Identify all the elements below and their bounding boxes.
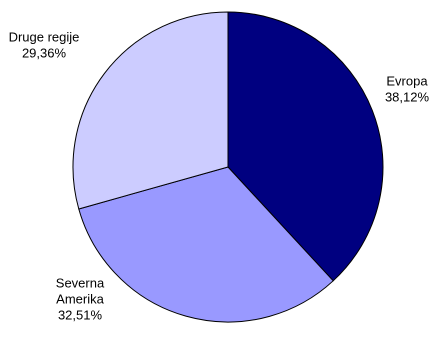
slice-value-label: 38,12% — [385, 89, 430, 104]
slice-name-label: Druge regije — [9, 29, 80, 44]
pie-slice-0 — [227, 11, 384, 282]
slice-name-label: Amerika — [56, 291, 104, 306]
slice-value-label: 29,36% — [22, 45, 67, 60]
slice-name-label: Evropa — [386, 73, 428, 88]
pie-slice-2 — [72, 11, 229, 210]
slice-value-label: 32,51% — [58, 307, 103, 322]
slice-name-label: Severna — [56, 275, 105, 290]
pie-slice-1 — [78, 166, 334, 323]
